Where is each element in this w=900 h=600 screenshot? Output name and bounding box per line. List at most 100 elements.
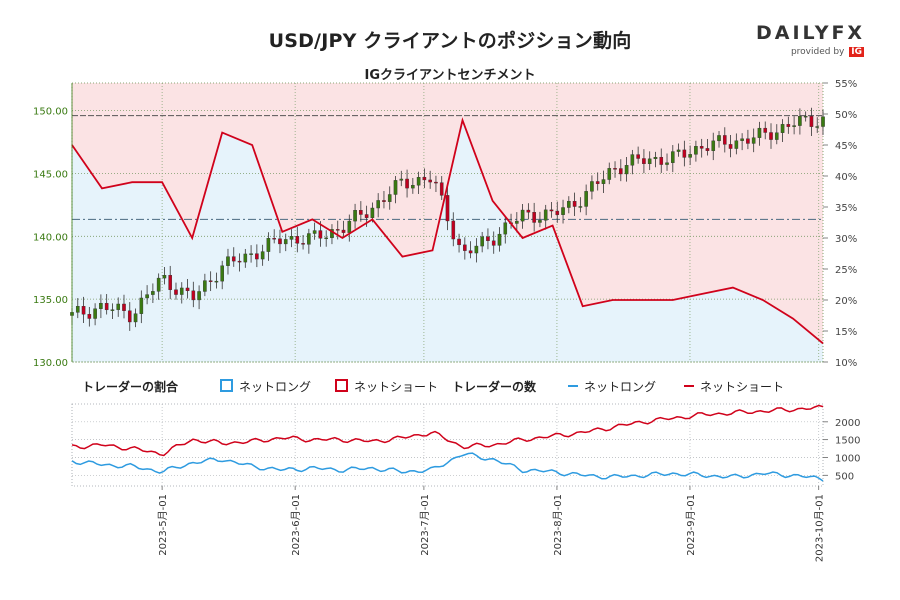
price-candle xyxy=(572,200,577,207)
price-candle xyxy=(515,220,519,224)
legend-ratio-long-label: ネットロング xyxy=(239,380,312,394)
logo-provided-text: provided by xyxy=(790,47,845,57)
price-candle xyxy=(503,222,508,235)
price-candle xyxy=(353,210,357,222)
date-tick-label: 2023-7月-01 xyxy=(419,494,431,556)
date-tick-label: 2023-6月-01 xyxy=(290,494,302,556)
short-ratio-area xyxy=(72,83,823,344)
price-candle xyxy=(809,115,814,127)
price-candle xyxy=(260,251,265,260)
price-candle xyxy=(486,236,490,242)
price-candle xyxy=(567,200,571,208)
price-candle xyxy=(185,287,190,292)
net-long-count-line xyxy=(71,452,824,482)
price-candle xyxy=(451,220,456,240)
price-candle xyxy=(532,212,536,223)
price-tick-label: 145.00 xyxy=(33,169,68,180)
price-candle xyxy=(289,236,294,240)
price-candle xyxy=(422,177,427,181)
price-candle xyxy=(179,287,184,295)
price-candle xyxy=(694,146,698,155)
price-candle xyxy=(295,236,300,244)
date-tick-label: 2023-9月-01 xyxy=(685,494,697,556)
price-candle xyxy=(162,275,167,279)
price-candle xyxy=(619,168,623,175)
date-tick-label: 2023-5月-01 xyxy=(157,494,169,556)
price-candle xyxy=(676,149,681,152)
price-candle xyxy=(705,148,710,151)
pct-tick-label: 35% xyxy=(835,203,857,214)
price-candle xyxy=(642,158,646,165)
pct-tick-label: 50% xyxy=(835,110,857,121)
price-tick-label: 150.00 xyxy=(33,107,68,118)
price-candle xyxy=(411,185,415,189)
price-candle xyxy=(382,200,386,202)
price-candle xyxy=(226,256,230,266)
price-candle xyxy=(728,144,733,149)
price-candle xyxy=(734,140,739,149)
price-candle xyxy=(671,151,675,163)
price-candle xyxy=(578,206,583,208)
price-candle xyxy=(520,209,525,222)
legend-count-short-line-icon xyxy=(684,385,694,387)
price-candle xyxy=(364,214,369,218)
price-candle xyxy=(405,178,409,189)
price-candle xyxy=(237,260,242,263)
price-candle xyxy=(815,126,820,128)
dailyfx-logo: DAILYFX provided by IG xyxy=(756,22,868,62)
price-candle xyxy=(607,168,612,180)
pct-tick-label: 10% xyxy=(835,358,857,369)
legend-ratio-heading: トレーダーの割合 xyxy=(82,380,179,394)
price-candle xyxy=(249,253,253,255)
pct-tick-label: 15% xyxy=(835,327,857,338)
chart-subtitle: IGクライアントセンチメント xyxy=(364,68,536,83)
price-candle xyxy=(116,303,121,310)
price-candle xyxy=(197,291,201,301)
price-candle xyxy=(75,306,80,313)
price-candle xyxy=(746,138,750,144)
price-candle xyxy=(335,229,340,231)
chart-title: USD/JPY クライアントのポジション動向 xyxy=(268,30,632,52)
price-candle xyxy=(647,158,652,165)
price-candle xyxy=(168,275,173,290)
price-candle xyxy=(757,127,762,138)
price-candle xyxy=(595,181,600,184)
price-candle xyxy=(243,253,248,263)
count-plot-frame xyxy=(71,403,824,487)
price-candle xyxy=(278,238,282,245)
price-candle xyxy=(538,220,542,223)
logo-wordmark: DAILYFX xyxy=(756,22,868,44)
price-candle xyxy=(497,233,502,246)
price-candle xyxy=(393,180,398,195)
logo-fx: FX xyxy=(831,22,866,44)
price-candle xyxy=(359,210,363,215)
price-candle xyxy=(318,230,323,239)
price-candle xyxy=(751,137,756,144)
price-candle xyxy=(682,149,687,158)
price-candle xyxy=(370,207,375,218)
price-candle xyxy=(203,280,207,292)
price-candle xyxy=(231,256,236,262)
price-candle xyxy=(474,245,479,254)
price-candle xyxy=(139,297,144,314)
price-candle xyxy=(780,124,785,133)
price-candle xyxy=(127,310,132,323)
price-candle xyxy=(717,135,721,142)
price-candle xyxy=(312,230,317,234)
count-tick-label: 2000 xyxy=(835,418,860,429)
price-candle xyxy=(174,289,178,295)
price-candle xyxy=(774,132,779,140)
price-candle xyxy=(624,165,629,175)
price-candle xyxy=(416,177,421,186)
legend-count-short-label: ネットショート xyxy=(700,380,785,394)
price-candle xyxy=(434,181,438,184)
price-candle xyxy=(428,179,432,183)
legend-short-swatch-icon xyxy=(335,379,348,392)
price-candle xyxy=(630,154,635,166)
pct-tick-label: 20% xyxy=(835,296,857,307)
price-candle xyxy=(613,168,617,170)
legend-count-title: トレーダーの数 xyxy=(452,378,536,394)
count-tick-label: 1500 xyxy=(835,436,860,447)
